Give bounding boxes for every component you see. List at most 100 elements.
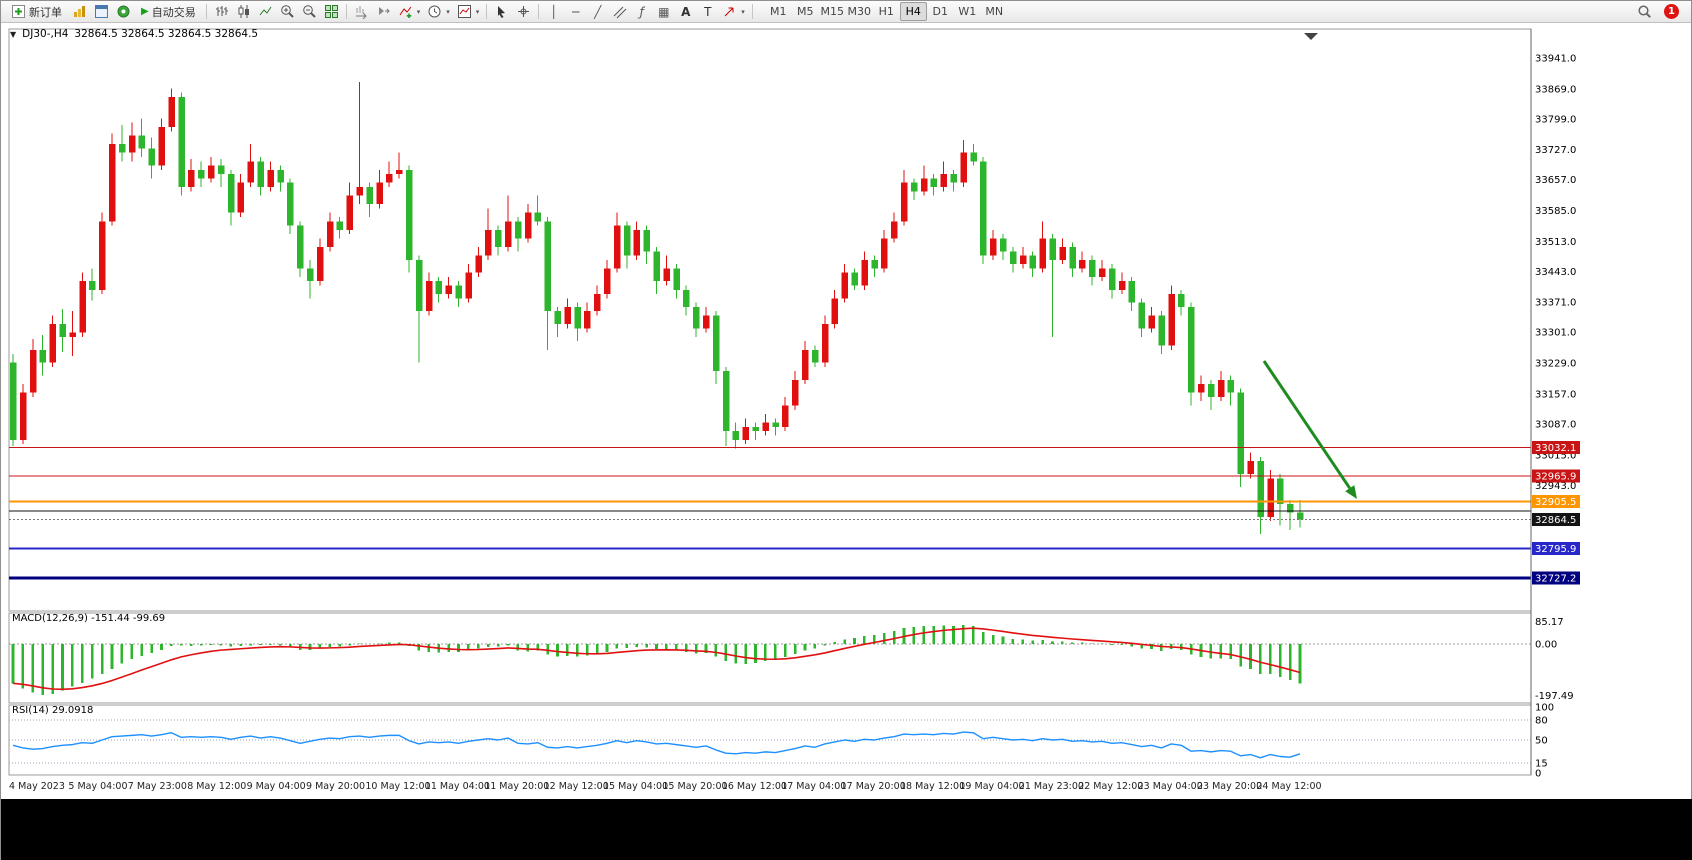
- main-toolbar: 新订单 ▶ 自动交易: [1, 1, 1691, 23]
- chevron-down-icon: ▾: [416, 7, 421, 16]
- toolbar-separator: [205, 4, 207, 19]
- price-level-badge: [1532, 571, 1580, 585]
- timeframe-button-m5[interactable]: M5: [797, 5, 814, 18]
- timeframe-button-m15[interactable]: M15: [820, 5, 845, 18]
- candle-body: [396, 169, 403, 175]
- tile-windows-icon: [324, 4, 339, 19]
- candle-body: [69, 332, 76, 337]
- timeframe-button-mn[interactable]: MN: [985, 5, 1004, 18]
- candle-body: [505, 221, 512, 247]
- crosshair-button[interactable]: [513, 2, 534, 21]
- timeframe-button-d1[interactable]: D1: [932, 5, 948, 18]
- vertical-line-button[interactable]: │: [543, 2, 564, 21]
- candle-body: [1049, 238, 1056, 260]
- candle-body: [247, 161, 255, 183]
- time-axis-label: 21 May 23:00: [1019, 781, 1084, 792]
- price-level-badge: [1532, 440, 1580, 454]
- candle-body: [495, 229, 502, 247]
- price-axis-label: 33087.0: [1535, 419, 1576, 430]
- rsi-axis-label: 50: [1535, 736, 1548, 747]
- rsi-line: [12, 731, 1301, 759]
- chart-shift-marker-icon[interactable]: [1304, 33, 1318, 40]
- price-axis-label: 33229.0: [1535, 359, 1576, 370]
- candle-body: [415, 259, 423, 312]
- fibonacci-button[interactable]: ƒ: [631, 2, 652, 21]
- line-chart-button[interactable]: [255, 2, 276, 21]
- candle-body: [623, 225, 631, 256]
- text-icon: A: [681, 4, 691, 19]
- candle-body: [465, 272, 472, 299]
- tile-windows-button[interactable]: [321, 2, 342, 21]
- candle-body: [475, 255, 482, 273]
- clock-icon: [427, 4, 442, 19]
- channel-icon: [612, 4, 627, 19]
- horizontal-line-button[interactable]: ─: [565, 2, 586, 21]
- indicators-button[interactable]: ▾: [395, 2, 424, 21]
- candle-body: [910, 182, 918, 192]
- profiles-button[interactable]: [69, 2, 90, 21]
- search-button[interactable]: [1634, 2, 1655, 21]
- time-axis-label: 23 May 04:00: [1138, 781, 1203, 792]
- rsi-axis-label: 0: [1535, 769, 1541, 780]
- navigator-button[interactable]: [113, 2, 134, 21]
- arrows-button[interactable]: ▾: [719, 2, 748, 21]
- zoom-in-button[interactable]: [277, 2, 298, 21]
- auto-scroll-button[interactable]: [351, 2, 372, 21]
- candle-body: [1128, 281, 1136, 303]
- candle-body: [693, 306, 700, 329]
- zoom-out-icon: [302, 4, 317, 19]
- timeframe-button-m1[interactable]: M1: [770, 5, 787, 18]
- time-axis-label: 16 May 12:00: [722, 781, 787, 792]
- new-order-label: 新订单: [29, 5, 62, 19]
- price-axis-label: 32943.0: [1535, 481, 1576, 492]
- auto-trading-button[interactable]: ▶ 自动交易: [135, 2, 202, 21]
- cursor-button[interactable]: [491, 2, 512, 21]
- price-axis-label: 33443.0: [1535, 267, 1576, 278]
- time-axis-label: 5 May 04:00: [68, 781, 127, 792]
- zoom-out-button[interactable]: [299, 2, 320, 21]
- candle-body: [376, 182, 383, 205]
- candle-body: [821, 324, 829, 363]
- candle-body: [217, 165, 225, 175]
- candle-body: [851, 272, 858, 286]
- candle-body: [346, 195, 354, 230]
- new-order-button[interactable]: 新订单: [5, 2, 68, 21]
- chart-canvas[interactable]: 33941.0 33869.0 33799.0 33727.0 33657.0 33585…: [1, 23, 1692, 860]
- candle-body: [1227, 379, 1235, 393]
- trendline-button[interactable]: ╱: [587, 2, 608, 21]
- candle-body: [940, 174, 948, 187]
- price-axis-label: 33869.0: [1535, 84, 1576, 95]
- candle-body: [227, 174, 235, 213]
- candle-body: [990, 238, 997, 256]
- candle-body: [811, 349, 819, 363]
- periods-button[interactable]: ▾: [424, 2, 453, 21]
- candle-body: [1039, 238, 1047, 269]
- chart-title: ▼ DJ30-,H4 32864.5 32864.5 32864.5 32864…: [10, 28, 258, 40]
- trend-arrow-head: [1345, 485, 1357, 499]
- macd-label: MACD(12,26,9) -151.44 -99.69: [12, 613, 166, 624]
- chart-shift-button[interactable]: [373, 2, 394, 21]
- text-button[interactable]: A: [675, 2, 696, 21]
- timeframe-button-m30[interactable]: M30: [847, 5, 872, 18]
- candle-body: [524, 212, 532, 239]
- templates-button[interactable]: ▾: [454, 2, 483, 21]
- grid-button[interactable]: ▦: [653, 2, 674, 21]
- horizontal-line-icon: ─: [572, 4, 580, 19]
- market-watch-button[interactable]: [91, 2, 112, 21]
- text-label-button[interactable]: T: [697, 2, 718, 21]
- candle-body: [1297, 512, 1304, 520]
- time-axis-label: 9 May 20:00: [306, 781, 365, 792]
- notification-badge[interactable]: 1: [1664, 4, 1679, 19]
- bar-chart-button[interactable]: [211, 2, 232, 21]
- candle-body: [257, 161, 264, 187]
- candle-body: [1257, 461, 1264, 517]
- timeframe-button-h4[interactable]: H4: [899, 2, 927, 21]
- zoom-in-icon: [280, 4, 295, 19]
- candle-body: [980, 161, 987, 256]
- timeframe-button-w1[interactable]: W1: [958, 5, 977, 18]
- timeframe-button-h1[interactable]: H1: [878, 5, 894, 18]
- quick-trade-arrow-icon[interactable]: ▼: [10, 29, 17, 39]
- channel-button[interactable]: [609, 2, 630, 21]
- trend-arrow[interactable]: [1262, 360, 1351, 490]
- candlestick-chart-button[interactable]: [233, 2, 254, 21]
